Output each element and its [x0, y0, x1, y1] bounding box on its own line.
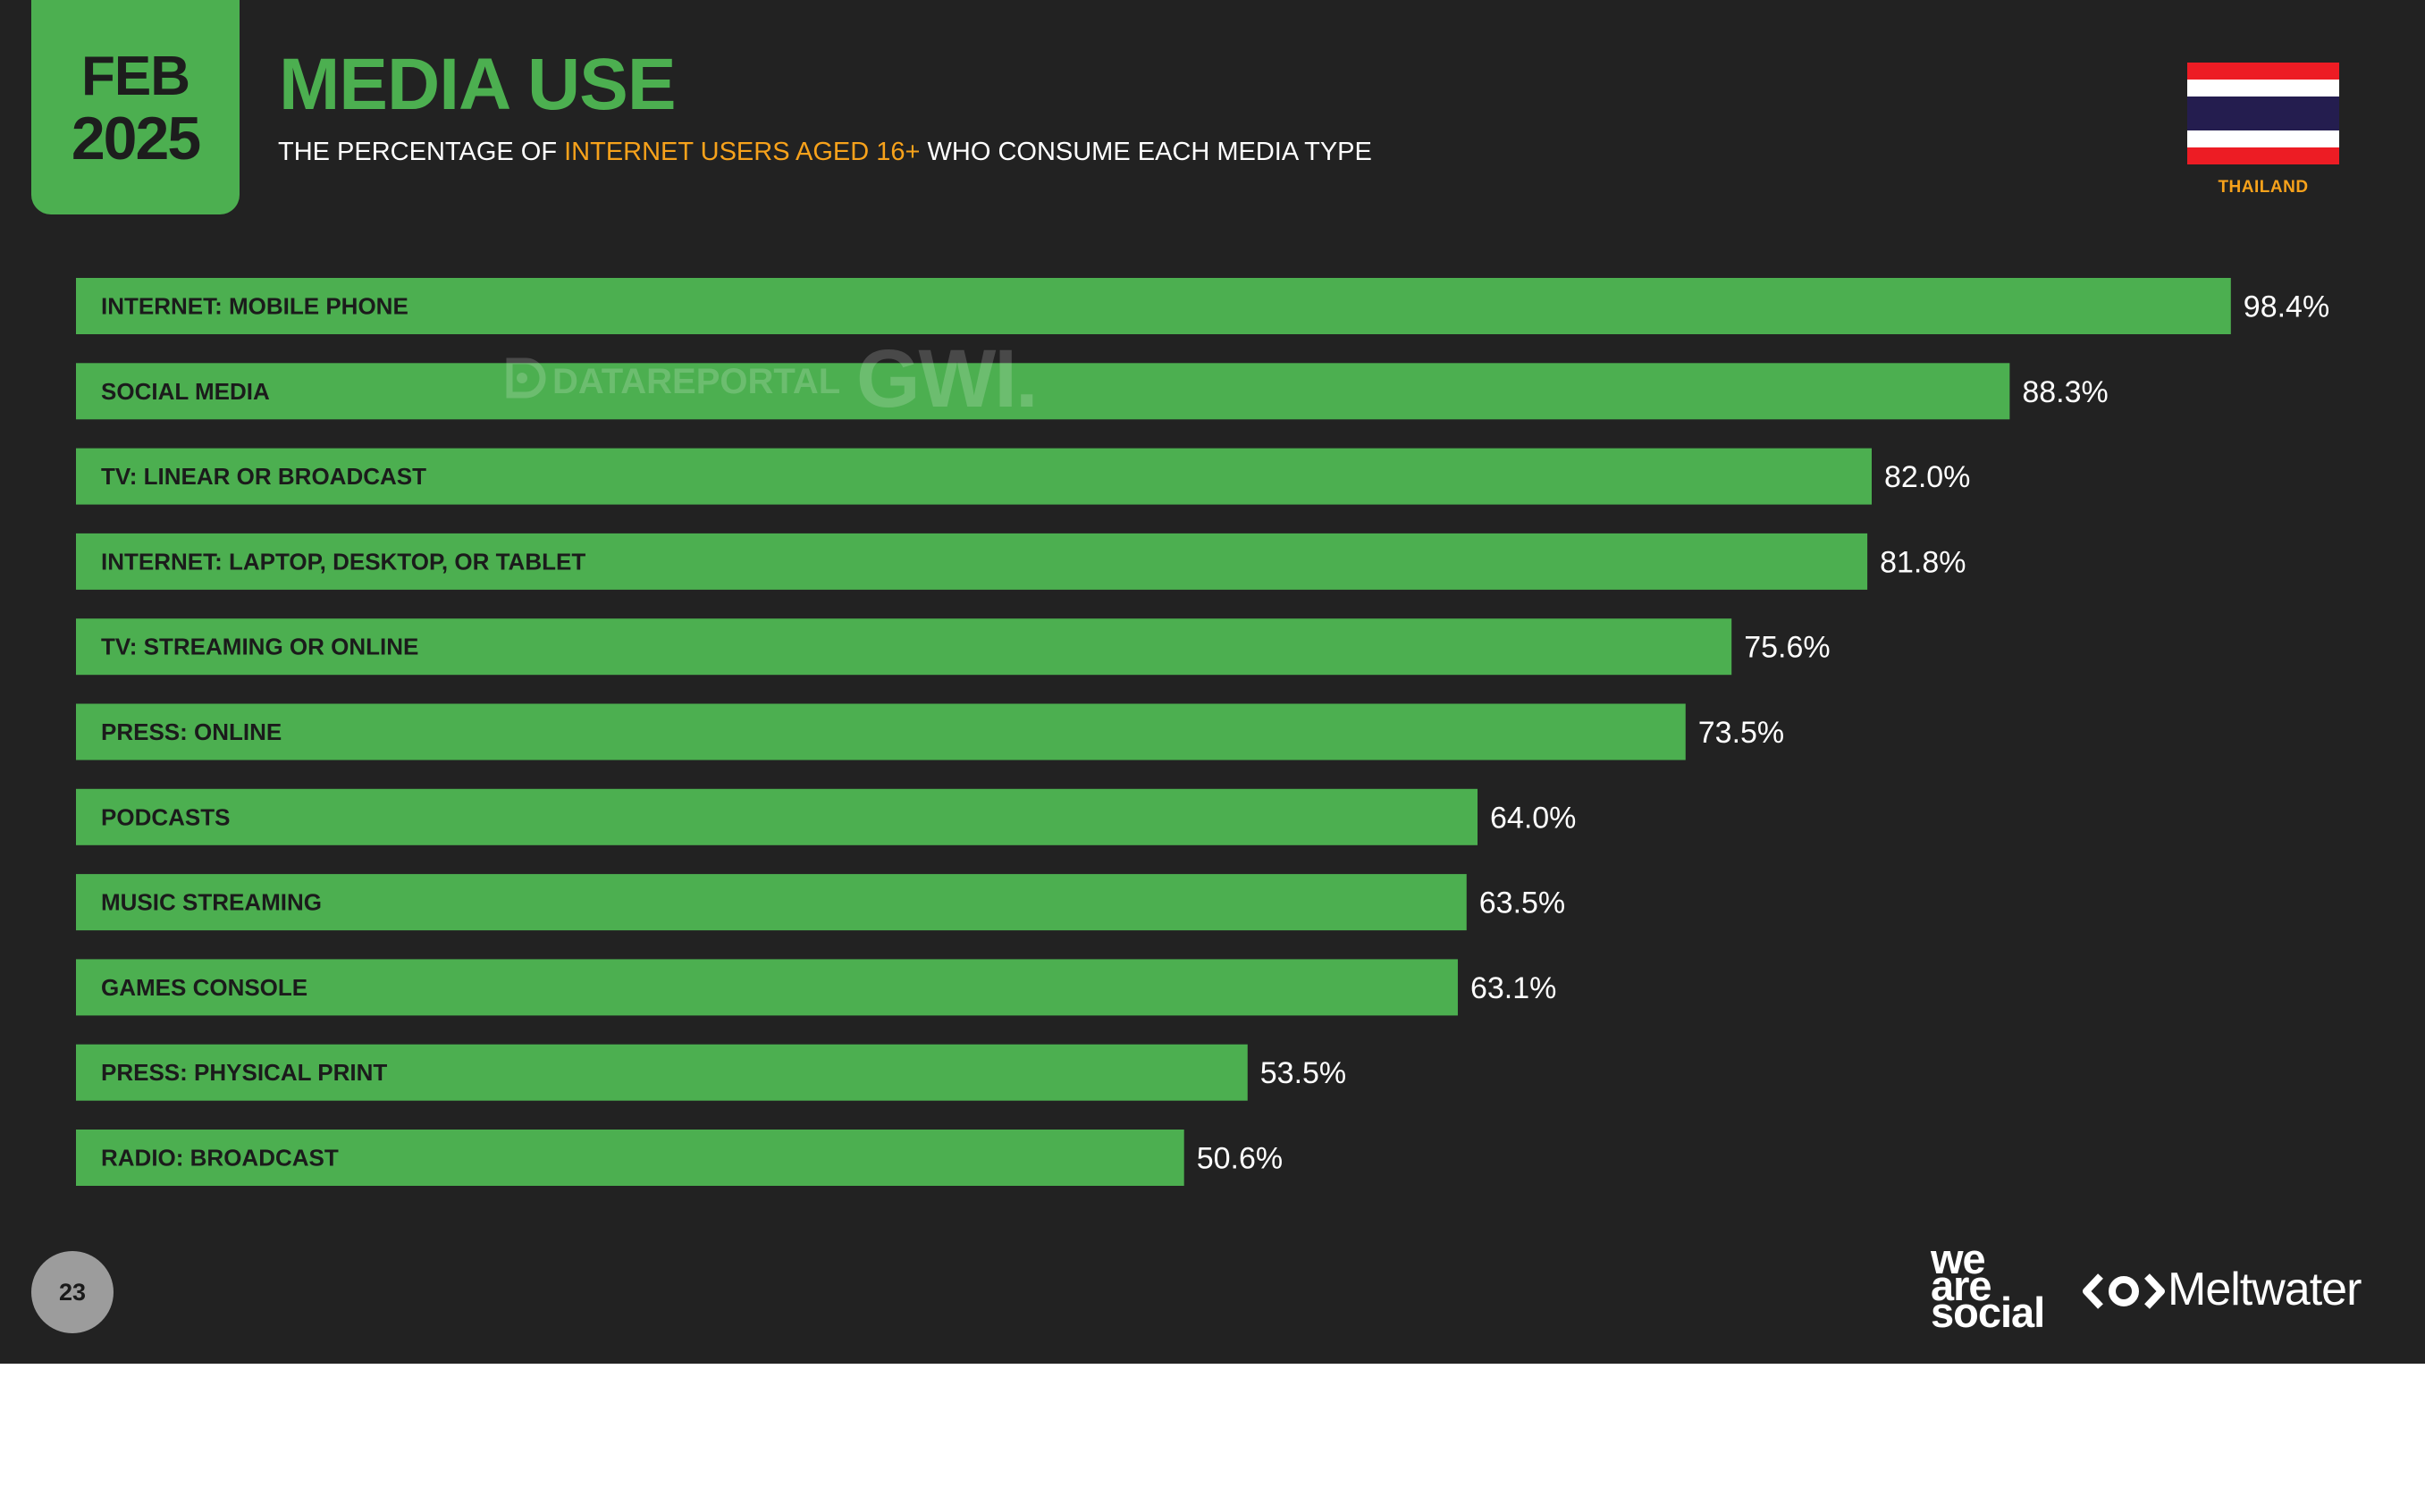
page-subtitle: THE PERCENTAGE OF INTERNET USERS AGED 16… — [278, 139, 1372, 165]
subtitle-highlight: INTERNET USERS AGED 16+ — [564, 138, 921, 166]
bar-value-label: 64.0% — [1490, 801, 1576, 835]
subtitle-suffix: WHO CONSUME EACH MEDIA TYPE — [920, 138, 1372, 166]
bar-9 — [76, 1044, 1248, 1101]
date-year: 2025 — [71, 105, 201, 172]
flag-stripe-top — [2187, 63, 2339, 80]
bar-value-label: 82.0% — [1884, 460, 1970, 494]
gwi-watermark: GWI. — [856, 333, 1039, 424]
bar-value-label: 88.3% — [2022, 375, 2108, 409]
datareportal-watermark: DATAREPORTAL — [502, 354, 840, 402]
flag-stripe-center — [2187, 97, 2339, 130]
bar-value-label: 81.8% — [1880, 545, 1966, 579]
bar-5 — [76, 703, 1686, 760]
bar-3 — [76, 533, 1868, 590]
bar-value-label: 50.6% — [1197, 1142, 1283, 1176]
bar-category-label: RADIO: BROADCAST — [101, 1145, 339, 1172]
bar-1 — [76, 363, 2010, 420]
bar-value-label: 63.1% — [1470, 971, 1556, 1005]
bar-value-label: 98.4% — [2244, 290, 2329, 324]
date-badge: FEB 2025 — [31, 0, 240, 214]
datareportal-watermark-text: DATAREPORTAL — [552, 362, 841, 401]
bar-category-label: SOCIAL MEDIA — [101, 378, 270, 405]
flag-stripe-bottom — [2187, 147, 2339, 164]
slide: FEB 2025 MEDIA USE THE PERCENTAGE OF INT… — [0, 0, 2425, 1364]
page-title: MEDIA USE — [279, 44, 677, 125]
we-are-social-logo: we are social — [1931, 1238, 2045, 1336]
meltwater-logo-icon — [2083, 1273, 2165, 1309]
bar-value-label: 75.6% — [1744, 631, 1830, 665]
bar-category-label: MUSIC STREAMING — [101, 889, 322, 916]
bar-value-label: 63.5% — [1479, 886, 1565, 920]
flag-stripe-white-top — [2187, 80, 2339, 97]
thailand-flag-icon — [2187, 63, 2339, 164]
bar-category-label: INTERNET: LAPTOP, DESKTOP, OR TABLET — [101, 548, 585, 575]
bar-category-label: TV: STREAMING OR ONLINE — [101, 634, 418, 660]
bar-category-label: INTERNET: MOBILE PHONE — [101, 293, 408, 320]
bar-category-label: PRESS: ONLINE — [101, 718, 282, 745]
bar-6 — [76, 788, 1478, 845]
bar-category-label: PRESS: PHYSICAL PRINT — [101, 1059, 387, 1086]
bar-category-label: PODCASTS — [101, 803, 230, 830]
bar-chart: INTERNET: MOBILE PHONE 98.4% SOCIAL MEDIA 8… — [76, 278, 2329, 1186]
bar-2 — [76, 448, 1872, 505]
bar-category-label: TV: LINEAR OR BROADCAST — [101, 463, 426, 490]
meltwater-wordmark: Meltwater — [2168, 1264, 2362, 1315]
bar-value-label: 53.5% — [1260, 1056, 1346, 1090]
page-number: 23 — [31, 1251, 114, 1333]
bar-7 — [76, 874, 1467, 931]
date-month: FEB — [81, 46, 190, 107]
country-label: THAILAND — [2218, 178, 2309, 197]
bar-4 — [76, 618, 1732, 676]
datareportal-logo-icon — [506, 357, 546, 399]
bar-8 — [76, 959, 1458, 1016]
bar-10 — [76, 1130, 1184, 1186]
flag-stripe-white-bottom — [2187, 130, 2339, 147]
brand-social: social — [1931, 1289, 2045, 1336]
bar-value-label: 73.5% — [1698, 716, 1784, 750]
subtitle-prefix: THE PERCENTAGE OF — [278, 138, 565, 166]
bar-category-label: GAMES CONSOLE — [101, 974, 307, 1001]
bar-0 — [76, 278, 2231, 334]
